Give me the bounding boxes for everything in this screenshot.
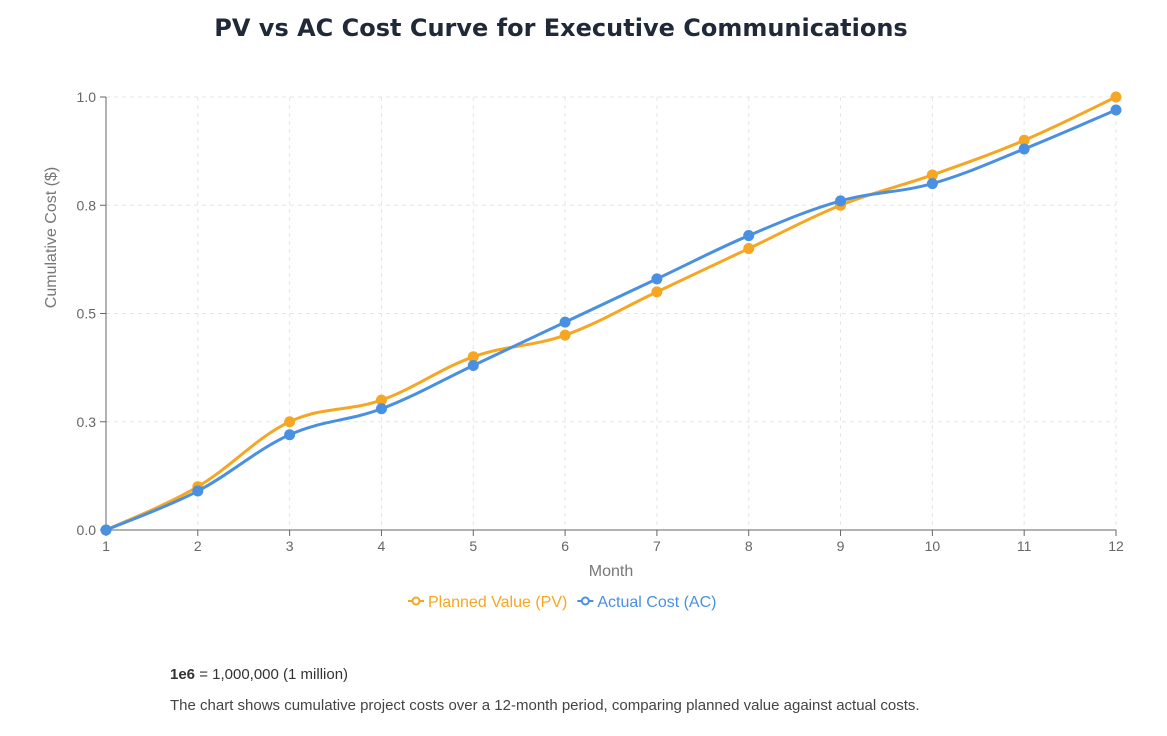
line-chart: 0.00.30.50.81.01 2 3 4 5 6 7 8 9 10 11 12MonthCumul… xyxy=(43,89,1124,611)
series-line xyxy=(105,108,1117,532)
x-tick-label: 4 xyxy=(378,538,386,554)
data-point[interactable] xyxy=(1018,134,1030,146)
x-tick-label: 7 xyxy=(653,538,661,554)
x-tick-label: 10 xyxy=(925,538,941,554)
data-point[interactable] xyxy=(284,429,296,441)
chart-description: The chart shows cumulative project costs… xyxy=(170,697,920,714)
data-point[interactable] xyxy=(375,394,387,406)
data-point[interactable] xyxy=(192,485,204,497)
scale-text: = 1,000,000 (1 million) xyxy=(195,666,349,683)
legend-label: Planned Value (PV) xyxy=(428,594,567,611)
data-point[interactable] xyxy=(375,403,387,415)
x-tick-label: 1 xyxy=(102,538,110,554)
x-tick-label: 2 xyxy=(194,538,202,554)
legend[interactable]: Planned Value (PV) Actual Cost (AC) xyxy=(408,594,716,611)
data-point[interactable] xyxy=(651,273,663,285)
legend-label: Actual Cost (AC) xyxy=(597,594,716,611)
y-tick-label: 0.8 xyxy=(77,197,97,213)
series-line xyxy=(105,95,1117,532)
data-point[interactable] xyxy=(467,359,479,371)
x-tick-label: 3 xyxy=(286,538,294,554)
x-axis-label: Month xyxy=(589,563,633,580)
data-point[interactable] xyxy=(559,316,571,328)
y-tick-label: 1.0 xyxy=(77,89,97,105)
data-point[interactable] xyxy=(835,195,847,207)
data-point[interactable] xyxy=(926,169,938,181)
y-tick-label: 0.3 xyxy=(77,414,97,430)
data-point[interactable] xyxy=(926,178,938,190)
data-point[interactable] xyxy=(651,286,663,298)
data-point[interactable] xyxy=(100,524,112,536)
data-point[interactable] xyxy=(1110,104,1122,116)
series-ac xyxy=(100,104,1122,536)
x-tick-label: 5 xyxy=(469,538,477,554)
data-point[interactable] xyxy=(743,230,755,242)
legend-marker-icon xyxy=(411,596,421,606)
series-group xyxy=(100,91,1122,536)
x-tick-label: 12 xyxy=(1108,538,1124,554)
x-tick-label: 6 xyxy=(561,538,569,554)
scale-key: 1e6 xyxy=(170,666,196,683)
scale-note: 1e6 = 1,000,000 (1 million) xyxy=(170,666,348,683)
legend-marker-icon xyxy=(580,596,590,606)
y-axis-label: Cumulative Cost ($) xyxy=(43,167,60,308)
x-tick-label: 11 xyxy=(1017,538,1032,554)
y-tick-label: 0.5 xyxy=(77,306,97,322)
x-tick-label: 9 xyxy=(837,538,845,554)
axes: 0.00.30.50.81.01 2 3 4 5 6 7 8 9 10 11 12MonthCumul… xyxy=(43,89,1124,580)
chart-title: PV vs AC Cost Curve for Executive Commun… xyxy=(214,14,908,42)
data-point[interactable] xyxy=(1018,143,1030,155)
data-point[interactable] xyxy=(284,416,296,428)
data-point[interactable] xyxy=(1110,91,1122,103)
data-point[interactable] xyxy=(467,351,479,363)
legend-item-pv[interactable]: Planned Value (PV) xyxy=(408,594,567,611)
legend-item-ac[interactable]: Actual Cost (AC) xyxy=(577,594,716,611)
data-point[interactable] xyxy=(743,243,755,255)
x-tick-label: 8 xyxy=(745,538,753,554)
data-point[interactable] xyxy=(559,329,571,341)
y-tick-label: 0.0 xyxy=(77,522,97,538)
